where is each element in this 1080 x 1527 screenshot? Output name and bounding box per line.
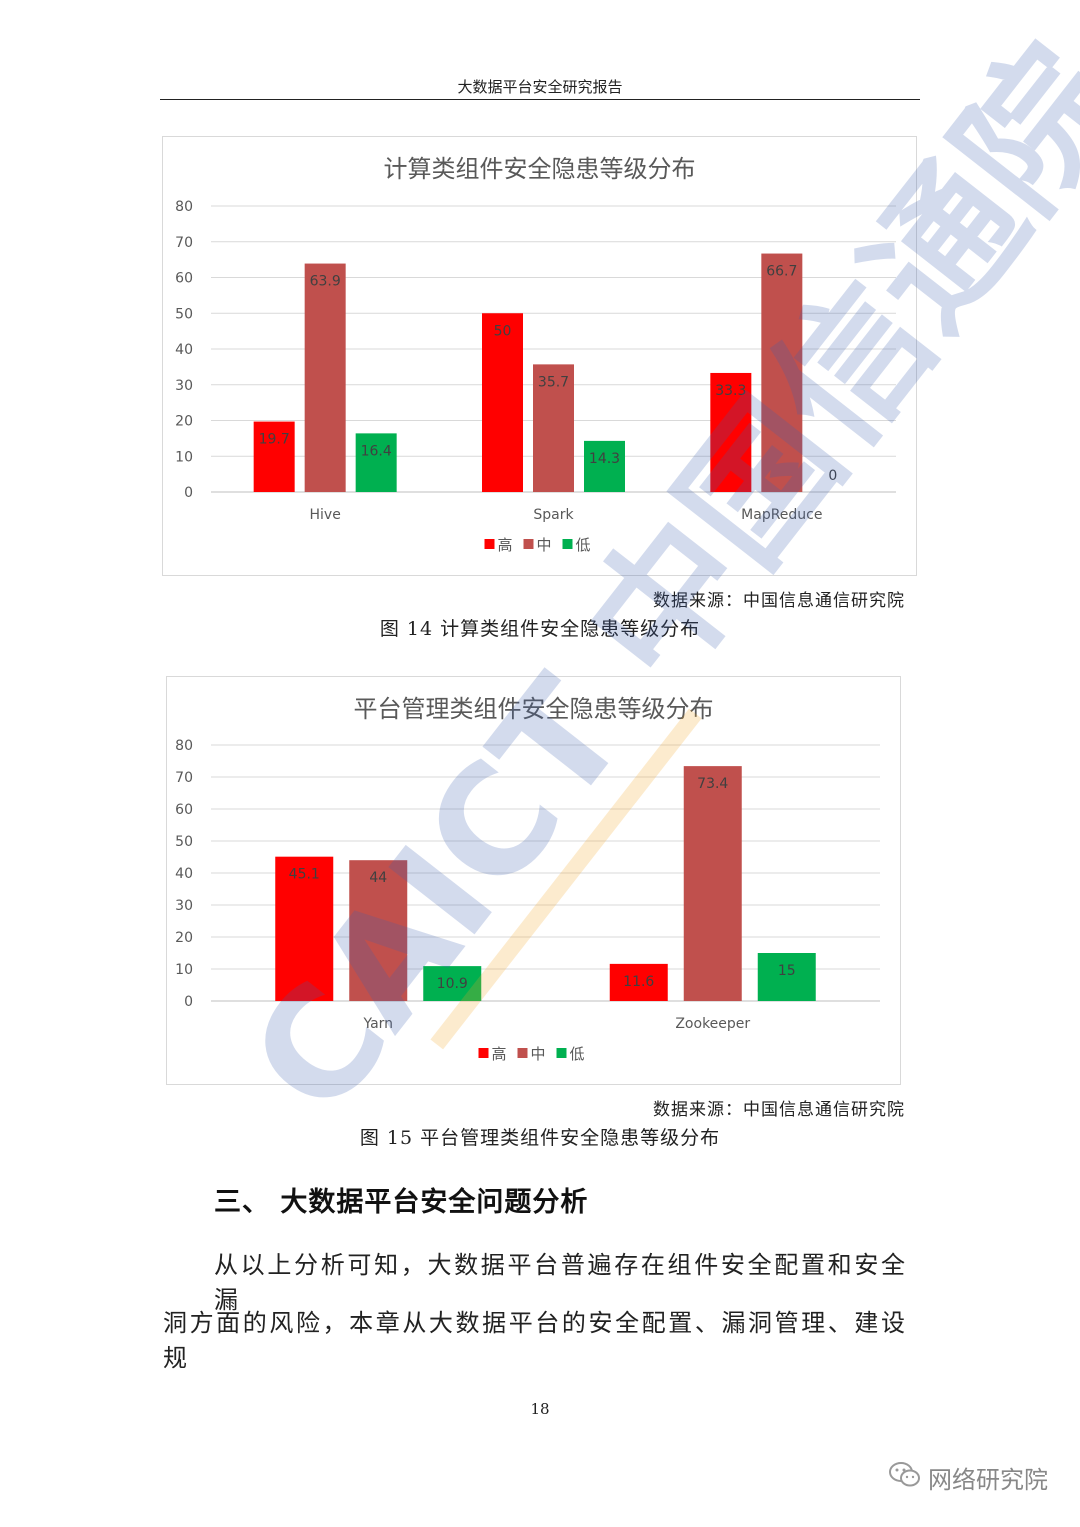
legend-label: 低 <box>570 1045 585 1063</box>
bar <box>355 433 397 492</box>
chart-compute-components: 计算类组件安全隐患等级分布 0 10 20 30 40 50 60 70 80 19.7 63.9 16… <box>162 136 917 576</box>
y-tick-label: 0 <box>184 994 193 1010</box>
legend-label: 高 <box>498 536 513 554</box>
y-tick-label: 50 <box>175 306 193 322</box>
y-tick-label: 40 <box>175 866 193 882</box>
data-label: 44 <box>369 870 387 886</box>
data-label: 16.4 <box>361 443 392 459</box>
legend-swatch <box>562 539 573 549</box>
bar <box>609 963 668 1001</box>
paragraph-line-2: 洞方面的风险，本章从大数据平台的安全配置、漏洞管理、建设规 <box>163 1309 907 1372</box>
y-tick-label: 30 <box>175 378 193 394</box>
wechat-account-mark[interactable]: 网络研究院 <box>888 1460 1048 1495</box>
data-label: 63.9 <box>310 274 341 290</box>
bar <box>482 313 523 492</box>
legend-swatch <box>556 1048 567 1058</box>
data-label: 33.3 <box>715 383 746 399</box>
bar <box>533 364 574 492</box>
chart-platform-svg: 平台管理类组件安全隐患等级分布 0 10 20 30 40 50 60 70 80 45.1 44 10… <box>175 695 880 1063</box>
bar <box>253 421 295 492</box>
y-tick-label: 20 <box>175 414 193 430</box>
data-label: 11.6 <box>623 974 654 990</box>
figure-14-caption: 图 14 计算类组件安全隐患等级分布 <box>379 618 701 640</box>
y-tick-label: 50 <box>175 834 193 850</box>
wechat-account-label: 网络研究院 <box>928 1466 1048 1494</box>
y-tick-label: 60 <box>175 802 193 818</box>
category-label: Zookeeper <box>675 1016 750 1032</box>
legend-swatch <box>523 539 534 549</box>
figure-15-source: 数据来源：中国信息通信研究院 <box>653 1100 905 1120</box>
data-label: 73.4 <box>697 776 728 792</box>
y-tick-label: 80 <box>175 738 193 754</box>
section-heading: 三、 大数据平台安全问题分析 <box>214 1187 589 1218</box>
data-label: 15 <box>778 963 796 979</box>
bar <box>710 372 752 492</box>
y-tick-label: 0 <box>184 485 193 501</box>
page-number: 18 <box>530 1400 550 1418</box>
bar <box>683 766 742 1001</box>
wechat-icon <box>888 1461 922 1495</box>
bar <box>304 263 346 492</box>
y-tick-label: 40 <box>175 342 193 358</box>
bar <box>349 860 408 1001</box>
chart-title: 计算类组件安全隐患等级分布 <box>384 155 696 183</box>
header-rule <box>160 99 920 100</box>
legend-swatch <box>484 539 495 549</box>
category-label: Hive <box>310 507 341 523</box>
y-tick-label: 10 <box>175 449 193 465</box>
bar <box>584 440 625 492</box>
category-label: Yarn <box>362 1016 393 1032</box>
y-tick-label: 10 <box>175 962 193 978</box>
bar <box>275 856 334 1001</box>
y-tick-label: 20 <box>175 930 193 946</box>
legend-label: 低 <box>576 536 591 554</box>
data-label: 66.7 <box>766 264 797 280</box>
y-tick-label: 30 <box>175 898 193 914</box>
y-tick-label: 70 <box>175 770 193 786</box>
legend-label: 高 <box>492 1045 507 1063</box>
y-tick-label: 60 <box>175 271 193 287</box>
figure-14-source: 数据来源：中国信息通信研究院 <box>653 591 905 611</box>
figure-15-caption: 图 15 平台管理类组件安全隐患等级分布 <box>359 1127 721 1149</box>
legend-swatch <box>517 1048 528 1058</box>
bar <box>423 966 482 1001</box>
category-label: Spark <box>533 507 574 523</box>
data-label: 10.9 <box>437 976 468 992</box>
data-label: 0 <box>828 468 837 484</box>
data-label: 45.1 <box>289 867 320 883</box>
y-tick-label: 70 <box>175 235 193 251</box>
legend-label: 中 <box>537 536 552 554</box>
running-header: 大数据平台安全研究报告 <box>457 78 623 96</box>
data-label: 14.3 <box>589 451 620 467</box>
category-label: MapReduce <box>741 507 822 523</box>
legend-label: 中 <box>531 1045 546 1063</box>
legend-swatch <box>478 1048 489 1058</box>
chart-platform-mgmt-components: 平台管理类组件安全隐患等级分布 0 10 20 30 40 50 60 70 80 45.1 44 10… <box>166 676 901 1085</box>
chart-title: 平台管理类组件安全隐患等级分布 <box>354 695 714 723</box>
chart-compute-svg: 计算类组件安全隐患等级分布 0 10 20 30 40 50 60 70 80 19.7 63.9 16… <box>175 155 896 554</box>
data-label: 50 <box>494 323 512 339</box>
y-tick-label: 80 <box>175 199 193 215</box>
paragraph-line-1: 从以上分析可知，大数据平台普遍存在组件安全配置和安全漏 <box>214 1251 907 1314</box>
data-label: 35.7 <box>538 374 569 390</box>
bar <box>757 953 816 1001</box>
bar <box>761 253 803 492</box>
data-label: 19.7 <box>259 432 290 448</box>
